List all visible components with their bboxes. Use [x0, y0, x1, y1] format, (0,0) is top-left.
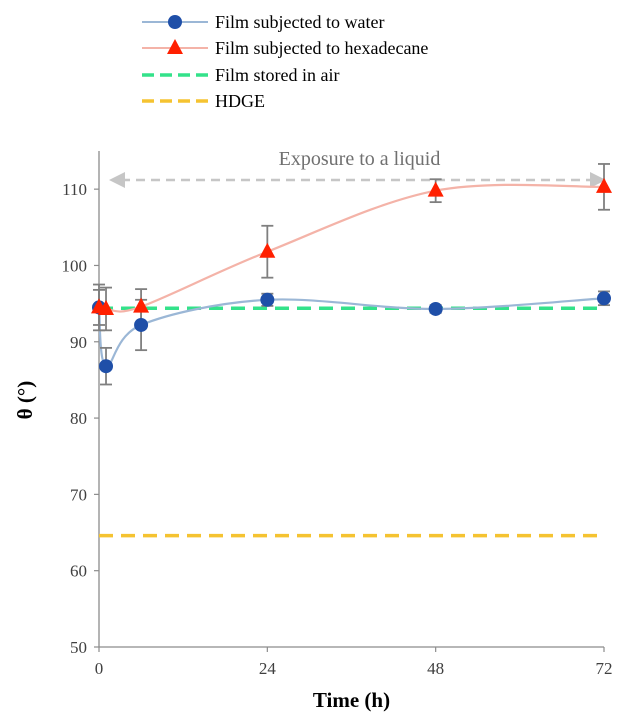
legend-label: HDGE [215, 91, 265, 111]
curves [97, 183, 605, 368]
legend-marker [167, 39, 183, 54]
y-tick-label: 100 [62, 256, 88, 275]
y-tick-label: 50 [70, 638, 87, 657]
legend-label: Film subjected to water [215, 12, 384, 32]
y-axis-label: θ (°) [13, 381, 37, 420]
data-point-triangle [98, 299, 115, 315]
data-point-triangle [427, 181, 444, 197]
data-point-triangle [133, 297, 150, 313]
axes: 50 60 70 80 90 100 110 0 24 48 72 [62, 151, 613, 678]
y-tick-label: 70 [70, 485, 87, 504]
reference-lines [99, 306, 604, 538]
annotation-label: Exposure to a liquid [279, 148, 441, 170]
x-tick-label: 0 [95, 659, 104, 678]
data-point-circle [260, 292, 275, 307]
y-tick-label: 60 [70, 562, 87, 581]
exposure-arrow-right-head [590, 172, 606, 188]
y-tick-label: 110 [62, 180, 87, 199]
x-axis-label: Time (h) [313, 688, 390, 712]
x-tick-label: 24 [259, 659, 277, 678]
data-point-circle [134, 317, 149, 332]
error-bars [93, 163, 610, 386]
legend-marker [168, 15, 182, 29]
x-tick-label: 72 [596, 659, 613, 678]
data-point-circle [99, 359, 114, 374]
y-tick-label: 80 [70, 409, 87, 428]
legend-label: Film stored in air [215, 65, 340, 85]
y-tick-label: 90 [70, 333, 87, 352]
series-line [98, 183, 605, 313]
exposure-arrow-left-head [109, 172, 125, 188]
markers [91, 177, 612, 374]
exposure-annotation: Exposure to a liquid [109, 148, 606, 188]
data-point-triangle [259, 242, 276, 258]
x-tick-label: 48 [427, 659, 444, 678]
data-point-circle [597, 291, 611, 306]
legend: Film subjected to water Film subjected to… [142, 12, 428, 111]
legend-label: Film subjected to hexadecane [215, 38, 428, 58]
data-point-triangle [596, 177, 612, 193]
data-point-circle [428, 301, 443, 316]
